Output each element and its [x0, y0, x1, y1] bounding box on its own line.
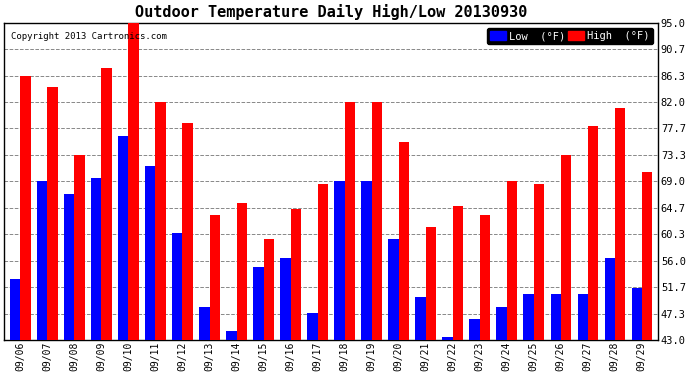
Bar	[497, 306, 506, 340]
Bar	[362, 182, 372, 340]
Bar	[91, 178, 101, 340]
Bar	[10, 279, 21, 340]
Bar	[506, 182, 517, 340]
Bar	[48, 87, 58, 340]
Bar	[307, 313, 317, 340]
Bar	[469, 319, 480, 340]
Bar	[604, 258, 615, 340]
Bar	[578, 294, 588, 340]
Bar	[388, 239, 399, 340]
Bar	[415, 297, 426, 340]
Bar	[182, 123, 193, 340]
Bar	[172, 233, 182, 340]
Bar	[480, 215, 490, 340]
Bar	[344, 102, 355, 340]
Bar	[37, 182, 48, 340]
Bar	[426, 227, 436, 340]
Bar	[399, 142, 409, 340]
Bar	[588, 126, 598, 340]
Bar	[534, 184, 544, 340]
Bar	[210, 215, 220, 340]
Bar	[237, 203, 247, 340]
Bar	[453, 206, 463, 340]
Bar	[226, 331, 237, 340]
Bar	[199, 306, 210, 340]
Bar	[551, 294, 561, 340]
Bar	[290, 209, 301, 340]
Bar	[128, 23, 139, 340]
Bar	[64, 194, 75, 340]
Bar	[317, 184, 328, 340]
Text: Copyright 2013 Cartronics.com: Copyright 2013 Cartronics.com	[11, 32, 166, 41]
Bar	[442, 337, 453, 340]
Title: Outdoor Temperature Daily High/Low 20130930: Outdoor Temperature Daily High/Low 20130…	[135, 4, 527, 20]
Bar	[631, 288, 642, 340]
Bar	[372, 102, 382, 340]
Bar	[264, 239, 274, 340]
Bar	[615, 108, 625, 340]
Bar	[524, 294, 534, 340]
Bar	[335, 182, 344, 340]
Bar	[642, 172, 652, 340]
Bar	[101, 69, 112, 340]
Bar	[561, 155, 571, 340]
Bar	[118, 136, 128, 340]
Legend: Low  (°F), High  (°F): Low (°F), High (°F)	[487, 28, 653, 44]
Bar	[280, 258, 290, 340]
Bar	[75, 155, 85, 340]
Bar	[155, 102, 166, 340]
Bar	[253, 267, 264, 340]
Bar	[21, 76, 30, 340]
Bar	[145, 166, 155, 340]
